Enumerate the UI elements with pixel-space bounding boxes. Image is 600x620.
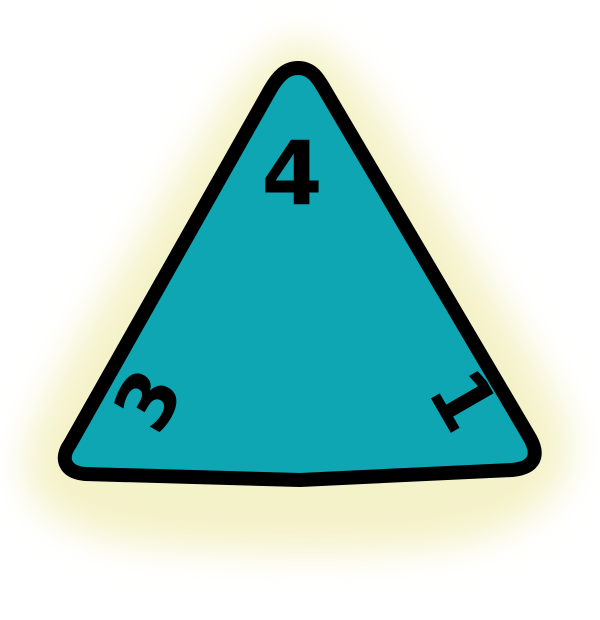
face-number-top: 4 — [261, 122, 322, 225]
